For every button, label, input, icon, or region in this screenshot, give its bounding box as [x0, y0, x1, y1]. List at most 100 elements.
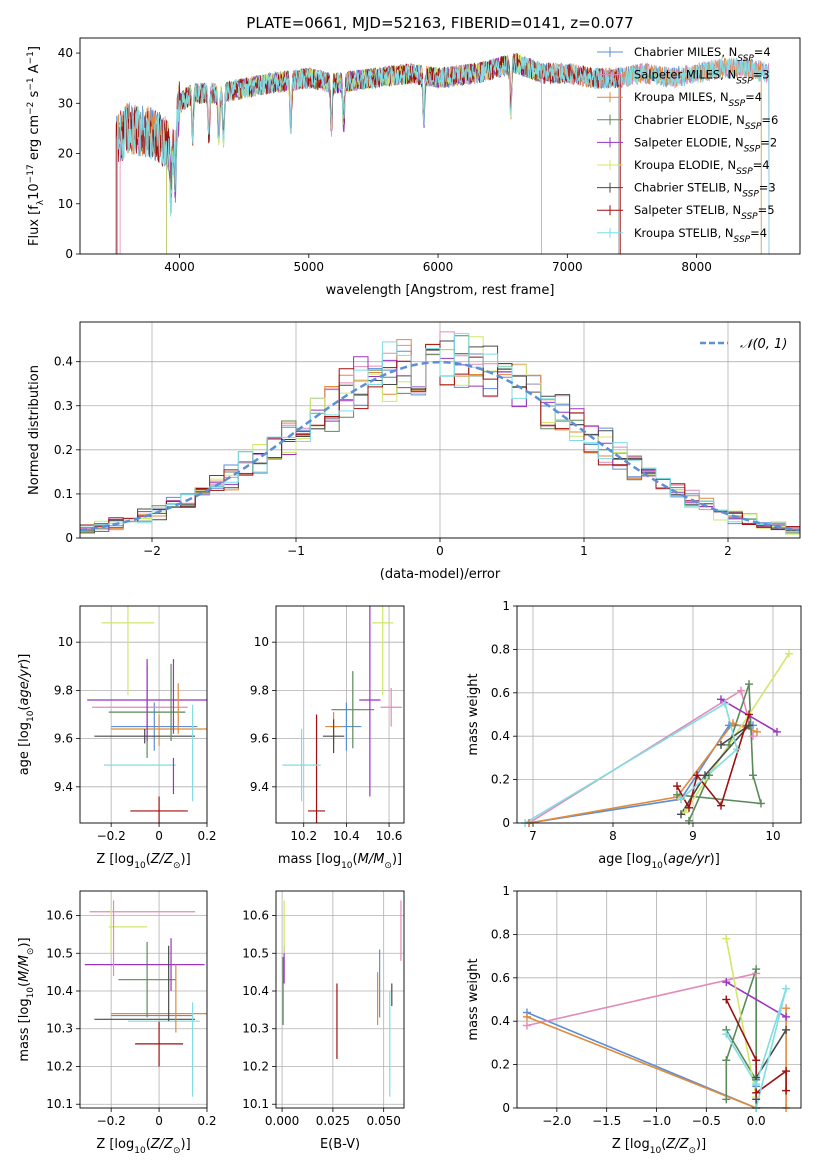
y-tick-label: 10.5 — [46, 946, 73, 960]
label-part: 10 — [134, 861, 146, 871]
x-axis-label: mass [log10(M/M⊙)] — [278, 852, 402, 871]
y-axis-label: Normed distribution — [27, 365, 42, 495]
y-tick-label: 0.1 — [54, 487, 73, 501]
x-axis-label: E(B-V) — [320, 1137, 360, 1152]
label-part: Kroupa STELIB, N — [634, 226, 734, 240]
y-tick-label: 10.4 — [242, 984, 269, 998]
y-tick-label: 10.6 — [46, 909, 73, 923]
y-tick-label: 10.6 — [242, 909, 269, 923]
x-axis-label: Z [log10(Z/Z⊙)] — [96, 1137, 190, 1156]
label-part: Salpeter ELODIE, N — [634, 135, 744, 149]
label-part: Chabrier MILES, N — [634, 45, 737, 59]
label-part: SSP — [736, 77, 753, 87]
weight-line-2 — [528, 722, 758, 823]
label-part: SSP — [729, 99, 746, 109]
gaussian-curve — [80, 360, 800, 532]
x-tick-label: 0.2 — [197, 1114, 216, 1128]
plots-layer: 4000 5000 6000 7000 8000010203040wavelength … — [17, 37, 802, 1156]
label-part: =4 — [750, 226, 767, 240]
label-part: ⊙ — [173, 1146, 181, 1156]
hist-step-8 — [80, 333, 800, 538]
y-tick-label: 40 — [58, 46, 73, 60]
y-tick-label: 9.8 — [54, 683, 73, 697]
label-part: Kroupa ELODIE, N — [634, 158, 736, 172]
y-axis-label: mass weight — [466, 673, 481, 755]
axes-frame — [79, 890, 208, 1109]
legend-label: Chabrier MILES, NSSP=4 — [634, 45, 771, 64]
y-axis-label: age [log10(age/yr)] — [17, 654, 36, 776]
x-axis-label: Z [log10(Z/Z⊙)] — [612, 1137, 706, 1156]
y-tick-label: 9.6 — [250, 732, 269, 746]
y-tick-label: 0.4 — [54, 355, 73, 369]
label-part: ( — [17, 982, 32, 987]
label-part: 10 — [134, 1146, 146, 1156]
label-part: )] — [392, 852, 402, 867]
label-part: 10 — [650, 1146, 662, 1156]
label-part: ⊙ — [173, 861, 181, 871]
label-part: =3 — [753, 68, 770, 82]
label-part: Z/Z — [150, 1137, 174, 1152]
label-part: −1 — [26, 51, 36, 64]
y-tick-label: 9.4 — [54, 780, 73, 794]
plot-area-weight_vs_age — [517, 606, 801, 823]
label-part: 10 — [651, 861, 663, 871]
label-part: −1 — [26, 77, 36, 90]
legend-label-gaussian: 𝒩(0, 1) — [740, 337, 787, 352]
label-part: Flux [f — [27, 205, 42, 246]
label-part: Kroupa MILES, N — [634, 90, 729, 104]
label-part: 10 — [341, 861, 353, 871]
x-tick-label: 6000 — [423, 260, 454, 274]
x-tick-label: 0.025 — [316, 1114, 350, 1128]
y-tick-label: 30 — [58, 96, 73, 110]
y-tick-label: 1 — [502, 599, 510, 613]
label-part: )] — [17, 937, 32, 947]
axes-frame — [516, 890, 802, 1109]
y-tick-label: 0.2 — [491, 1058, 510, 1072]
plot-area-mass_vs_ebv — [276, 891, 404, 1108]
legend-label: Kroupa STELIB, NSSP=4 — [634, 226, 767, 245]
y-tick-label: 10 — [254, 635, 269, 649]
y-tick-label: 10.5 — [242, 946, 269, 960]
y-tick-label: 0 — [502, 816, 510, 830]
y-tick-label: 0.2 — [54, 443, 73, 457]
x-tick-label: 2 — [724, 544, 732, 558]
label-part: ⊙ — [26, 948, 36, 956]
x-tick-label: 10.2 — [290, 829, 317, 843]
x-tick-label: 0.050 — [367, 1114, 401, 1128]
label-part: s — [27, 90, 42, 101]
y-tick-label: 0.8 — [491, 642, 510, 656]
label-part: 10 — [26, 987, 36, 999]
label-part: age [log — [17, 722, 32, 775]
axes-frame — [516, 605, 802, 824]
label-part: ⊙ — [384, 861, 392, 871]
label-part: ( — [663, 852, 668, 867]
x-tick-label: 8 — [609, 829, 617, 843]
label-part: 10 — [26, 710, 36, 722]
weight-line-1 — [526, 972, 758, 1108]
label-part: λ — [36, 199, 46, 205]
y-axis-label: mass [log10(M/M⊙)] — [17, 937, 36, 1061]
x-tick-label: −0.2 — [97, 1114, 126, 1128]
label-part: −2 — [26, 102, 36, 115]
y-tick-label: 10.1 — [46, 1097, 73, 1111]
label-part: ( — [146, 852, 151, 867]
plot-area-residual_histogram — [80, 322, 800, 538]
y-tick-label: 10.1 — [242, 1097, 269, 1111]
legend-label: Kroupa ELODIE, NSSP=4 — [634, 158, 770, 177]
label-part: ( — [146, 1137, 151, 1152]
label-part: =3 — [759, 181, 776, 195]
y-tick-label: 20 — [58, 147, 73, 161]
y-tick-label: 0.6 — [491, 971, 510, 985]
y-tick-label: 10.2 — [242, 1059, 269, 1073]
spectrum-line-5 — [166, 54, 542, 254]
x-tick-label: 5000 — [294, 260, 325, 274]
x-tick-label: 4000 — [164, 260, 195, 274]
label-part: −17 — [26, 164, 36, 183]
label-part: age/yr — [17, 662, 32, 705]
label-part: =4 — [753, 158, 770, 172]
legend-label: Salpeter STELIB, NSSP=5 — [634, 203, 775, 222]
plot-area-age_vs_mass — [276, 606, 404, 823]
